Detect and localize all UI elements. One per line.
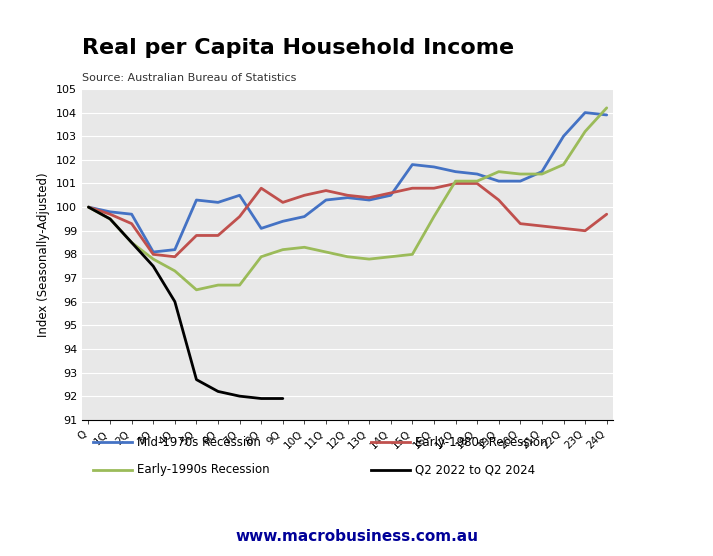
Text: www.macrobusiness.com.au: www.macrobusiness.com.au	[235, 529, 478, 544]
Y-axis label: Index (Seasonally-Adjusted): Index (Seasonally-Adjusted)	[38, 172, 51, 337]
Text: Early-1990s Recession: Early-1990s Recession	[137, 463, 270, 476]
Text: Early-1980s Recession: Early-1980s Recession	[415, 435, 548, 449]
Text: Mid-1970s Recession: Mid-1970s Recession	[137, 435, 261, 449]
Text: BUSINESS: BUSINESS	[586, 53, 655, 66]
Text: MACRO: MACRO	[584, 20, 657, 38]
Text: Q2 2022 to Q2 2024: Q2 2022 to Q2 2024	[415, 463, 535, 476]
Text: Source: Australian Bureau of Statistics: Source: Australian Bureau of Statistics	[82, 73, 297, 83]
Text: Real per Capita Household Income: Real per Capita Household Income	[82, 38, 514, 58]
